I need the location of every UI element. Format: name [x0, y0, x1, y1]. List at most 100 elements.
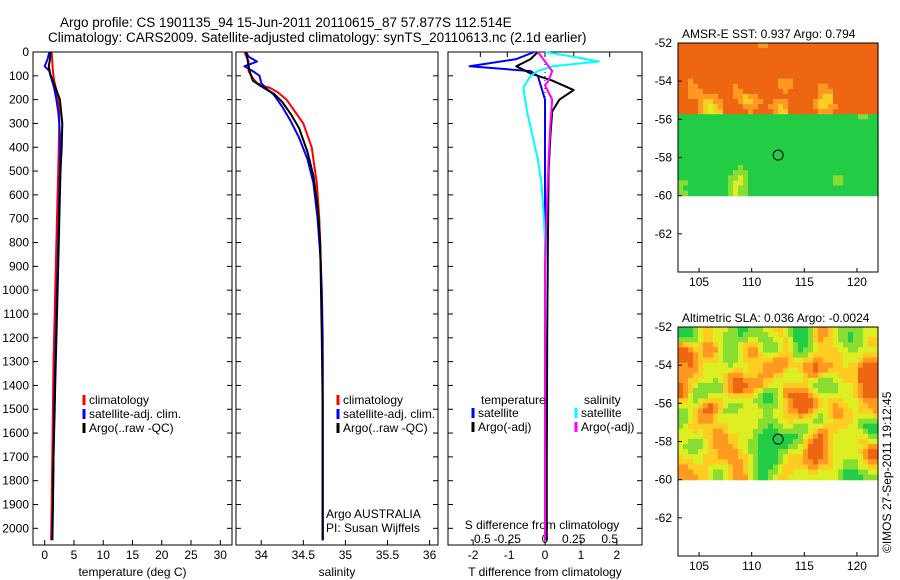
- sla-map-cell: [873, 403, 879, 410]
- sla-map-xtick-label: 120: [847, 559, 867, 573]
- sst-map-cell: [853, 93, 859, 100]
- sla-map-cell: [698, 454, 704, 460]
- sst-map-cell: [868, 109, 874, 115]
- sla-map-cell: [853, 362, 859, 369]
- sst-map-cell: [708, 170, 714, 176]
- sst-map-cell: [803, 58, 809, 64]
- sst-map-cell: [728, 170, 734, 176]
- sst-map-cell: [683, 58, 689, 64]
- sst-map-cell: [683, 68, 689, 75]
- sla-map-cell: [733, 474, 739, 481]
- sst-map-cell: [763, 165, 769, 171]
- sst-map-cell: [743, 104, 749, 110]
- sla-map-cell: [713, 474, 719, 481]
- sla-map-cell: [863, 459, 869, 465]
- sst-map-cell: [788, 190, 794, 197]
- sst-map-cell: [748, 124, 754, 131]
- sla-map-cell: [713, 469, 719, 476]
- sst-map-cell: [863, 104, 869, 110]
- sst-map-cell: [818, 58, 824, 64]
- sla-map-cell: [788, 454, 794, 460]
- sla-map-cell: [783, 398, 789, 404]
- sla-map-cell: [733, 367, 739, 374]
- sla-map-cell: [683, 464, 689, 471]
- sst-map-cell: [713, 48, 719, 54]
- sst-map-cell: [823, 170, 829, 176]
- sla-map-cell: [848, 382, 854, 389]
- sst-map-cell: [773, 98, 779, 105]
- sla-map-cell: [678, 454, 684, 460]
- sla-map-cell: [828, 418, 834, 425]
- difference-top-xtick-label: -0.5: [470, 532, 491, 546]
- sst-map-cell: [783, 165, 789, 171]
- sla-map-cell: [853, 408, 859, 415]
- sla-map-cell: [693, 459, 699, 465]
- sst-map-cell: [713, 43, 719, 49]
- sst-map-cell: [678, 175, 684, 181]
- sst-map-cell: [858, 154, 864, 161]
- sst-map-cell: [743, 78, 749, 85]
- sla-map-cell: [783, 352, 789, 359]
- temperature-xtick-label: 20: [155, 548, 169, 562]
- sla-map-cell: [773, 474, 779, 481]
- sst-map-cell: [733, 154, 739, 161]
- sst-map-cell: [868, 139, 874, 146]
- sla-map-cell: [838, 469, 844, 476]
- sst-map-cell: [798, 119, 804, 126]
- sla-map-cell: [758, 342, 764, 348]
- sla-map-cell: [873, 474, 879, 481]
- sla-map-cell: [803, 342, 809, 348]
- sla-map-cell: [708, 332, 714, 338]
- difference-xtick-label: 0: [542, 548, 549, 562]
- sst-map-cell: [713, 124, 719, 131]
- sla-map-cell: [833, 398, 839, 404]
- sla-map-cell: [848, 337, 854, 343]
- sla-map-cell: [793, 403, 799, 410]
- sst-map-cell: [748, 165, 754, 171]
- sst-map-cell: [698, 160, 704, 166]
- sst-map-cell: [788, 134, 794, 141]
- sla-map-cell: [723, 347, 729, 354]
- title-line2: Climatology: CARS2009. Satellite-adjuste…: [48, 30, 587, 45]
- sla-map-cell: [848, 327, 854, 333]
- sst-map-cell: [863, 83, 869, 90]
- sst-map-cell: [823, 78, 829, 85]
- sst-map-cell: [728, 134, 734, 141]
- sst-map-cell: [843, 83, 849, 90]
- sla-map-cell: [713, 362, 719, 369]
- diff-legend-entry: Argo(-adj): [581, 420, 634, 434]
- sla-map-cell: [833, 367, 839, 374]
- sst-map-cell: [723, 124, 729, 131]
- sla-map-cell: [868, 337, 874, 343]
- sst-map-cell: [803, 43, 809, 49]
- sla-map-cell: [833, 428, 839, 435]
- sla-map-cell: [763, 367, 769, 374]
- sla-map-cell: [873, 362, 879, 369]
- sst-map-cell: [853, 154, 859, 161]
- sla-map-cell: [853, 372, 859, 379]
- sla-map-cell: [838, 464, 844, 471]
- sst-map-cell: [853, 58, 859, 64]
- sla-map-cell: [768, 464, 774, 471]
- sst-map-cell: [688, 134, 694, 141]
- sla-map-cell: [698, 367, 704, 374]
- sla-map-cell: [708, 459, 714, 465]
- sst-map-cell: [738, 160, 744, 166]
- sst-map-cell: [728, 53, 734, 59]
- sst-map-cell: [693, 114, 699, 120]
- sst-map-cell: [763, 185, 769, 192]
- sla-map-cell: [818, 449, 824, 455]
- sla-map-cell: [678, 372, 684, 379]
- sla-map-cell: [778, 382, 784, 389]
- sst-map-cell: [713, 98, 719, 105]
- sst-map-cell: [773, 190, 779, 197]
- sst-map-cell: [693, 83, 699, 90]
- sst-map-cell: [858, 98, 864, 105]
- sst-map-cell: [748, 154, 754, 161]
- sla-map-cell: [798, 413, 804, 420]
- sst-map-cell: [698, 185, 704, 192]
- sst-map-cell: [853, 104, 859, 110]
- sla-map-cell: [763, 428, 769, 435]
- sst-map-cell: [793, 149, 799, 156]
- sst-map-cell: [773, 93, 779, 100]
